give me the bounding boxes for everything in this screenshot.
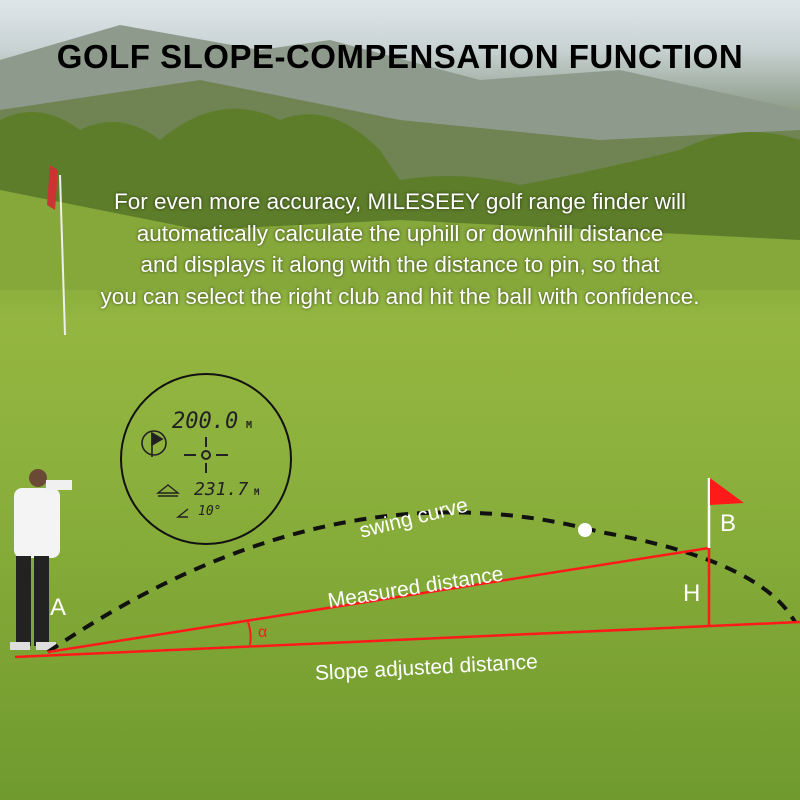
crosshair-icon (141, 430, 228, 518)
tree-line (0, 108, 800, 290)
description: For even more accuracy, MILESEEY golf ra… (0, 186, 800, 312)
distance-readout: 200.0 (172, 409, 239, 434)
height-label: H (683, 580, 701, 607)
description-line: automatically calculate the uphill or do… (136, 220, 664, 246)
flag-mode-icon (141, 430, 167, 457)
pin-flag-far (47, 165, 66, 336)
point-a-label: A (50, 594, 67, 621)
point-b-label: B (720, 510, 737, 537)
description-line: and displays it along with the distance … (140, 252, 660, 277)
golf-ball (578, 523, 592, 537)
slope-icon (156, 484, 180, 497)
rangefinder-display: 200.0 M 231.7 M 10° (120, 373, 292, 545)
angle-label: α (258, 624, 268, 641)
page-title: GOLF SLOPE-COMPENSATION FUNCTION (56, 38, 744, 75)
slope-adjusted-line (14, 620, 800, 659)
angle-icon (176, 508, 189, 518)
description-line: you can select the right club and hit th… (100, 283, 700, 309)
pin-flag (707, 478, 744, 548)
golfer (10, 469, 72, 650)
slope-distance-readout: 231.7 (194, 479, 249, 500)
slope-distance-unit: M (254, 488, 260, 498)
measured-line (47, 546, 710, 654)
description-line: For even more accuracy, MILESEEY golf ra… (114, 189, 686, 214)
angle-arc (247, 621, 252, 646)
swing-curve (46, 510, 797, 654)
distance-unit: M (246, 420, 253, 431)
angle-readout: 10° (198, 504, 222, 519)
